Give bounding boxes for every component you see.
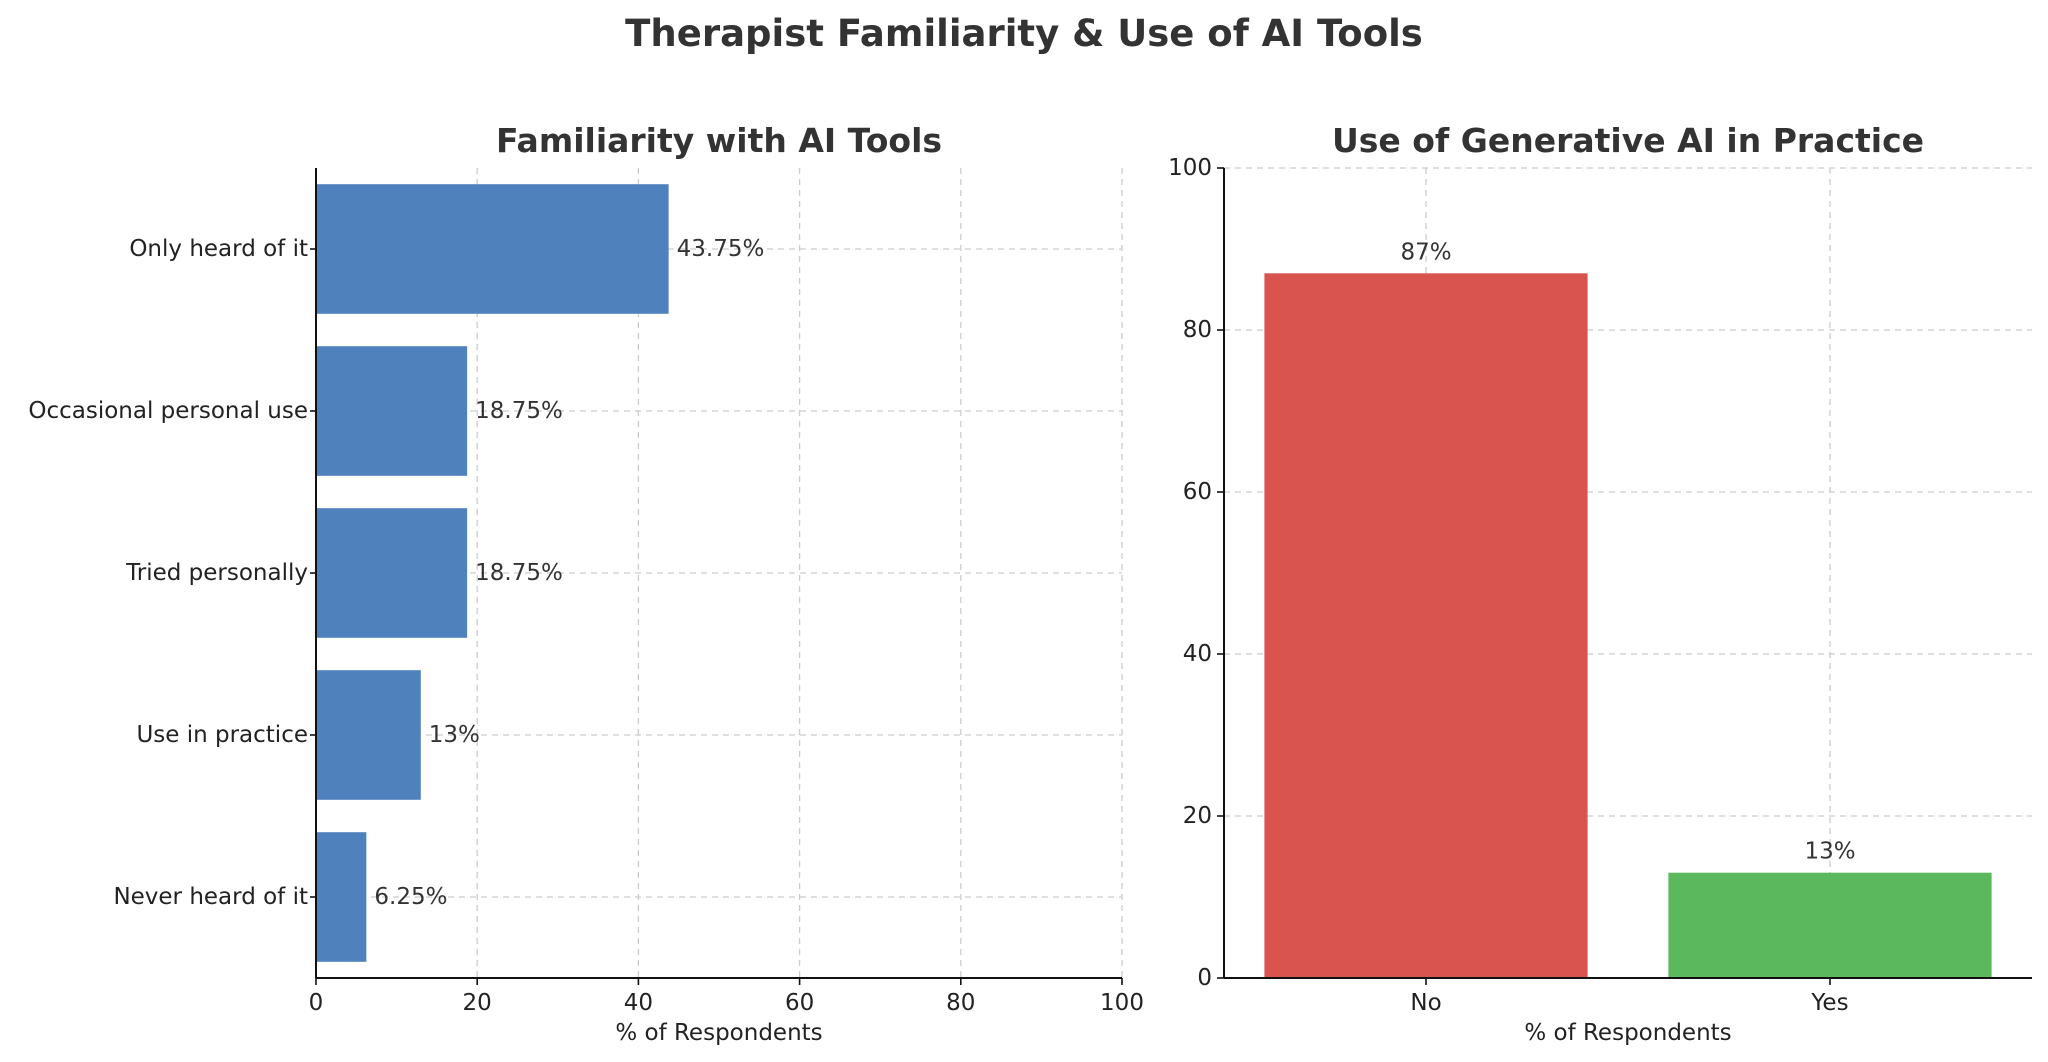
generative-ai-labels: 87% No 13% Yes 0 20 40 60 80 100 [1168,155,1855,1016]
value-label-only-heard-of-it: 43.75% [677,236,765,262]
y-tick-label-tried-personally: Tried personally [125,560,308,586]
familiarity-labels: 43.75% Only heard of it 18.75% Occasional p… [28,236,1144,1016]
value-label-occasional-personal-use: 18.75% [475,398,563,424]
value-label-no: 87% [1400,239,1451,265]
x-tick-label: 20 [463,990,492,1016]
generative-ai-bars [1264,273,1992,978]
value-label-never-heard-of-it: 6.25% [374,884,447,910]
x-tick-label-no: No [1410,990,1441,1016]
bar-never-heard-of-it [316,832,367,962]
x-tick-label: 100 [1100,990,1144,1016]
x-tick-label: 0 [309,990,324,1016]
x-tick-label: 80 [946,990,975,1016]
y-tick-label: 0 [1197,965,1212,991]
x-tick-label-yes: Yes [1810,990,1848,1016]
bar-no [1264,273,1588,978]
bar-occasional-personal-use [316,346,468,476]
generative-ai-chart: 87% No 13% Yes 0 20 40 60 80 100 Use of Generativ… [1168,121,2032,1046]
familiarity-ticks [310,248,1123,985]
generative-ai-chart-title: Use of Generative AI in Practice [1332,121,1924,160]
bar-tried-personally [316,508,468,638]
value-label-tried-personally: 18.75% [475,560,563,586]
familiarity-bars [316,184,669,962]
x-tick-label: 60 [785,990,814,1016]
familiarity-chart-title: Familiarity with AI Tools [496,121,942,160]
generative-ai-spines [1223,168,2032,979]
bar-yes [1668,872,1992,978]
value-label-use-in-practice: 13% [429,722,480,748]
familiarity-chart: 43.75% Only heard of it 18.75% Occasional p… [28,121,1144,1046]
y-tick-label: 20 [1183,803,1212,829]
y-tick-label-occasional-personal-use: Occasional personal use [28,398,308,424]
y-tick-label-only-heard-of-it: Only heard of it [129,236,308,262]
familiarity-x-axis-label: % of Respondents [615,1020,822,1046]
y-tick-label: 60 [1183,479,1212,505]
y-tick-label-use-in-practice: Use in practice [136,722,308,748]
y-tick-label-never-heard-of-it: Never heard of it [113,884,308,910]
y-tick-label: 80 [1183,317,1212,343]
y-tick-label: 40 [1183,641,1212,667]
x-tick-label: 40 [624,990,653,1016]
y-tick-label: 100 [1168,155,1212,181]
generative-ai-ticks [1217,167,1831,985]
bar-only-heard-of-it [316,184,669,314]
figure-title: Therapist Familiarity & Use of AI Tools [625,12,1423,55]
value-label-yes: 13% [1804,839,1855,865]
generative-ai-x-axis-label: % of Respondents [1524,1020,1731,1046]
bar-use-in-practice [316,670,421,800]
